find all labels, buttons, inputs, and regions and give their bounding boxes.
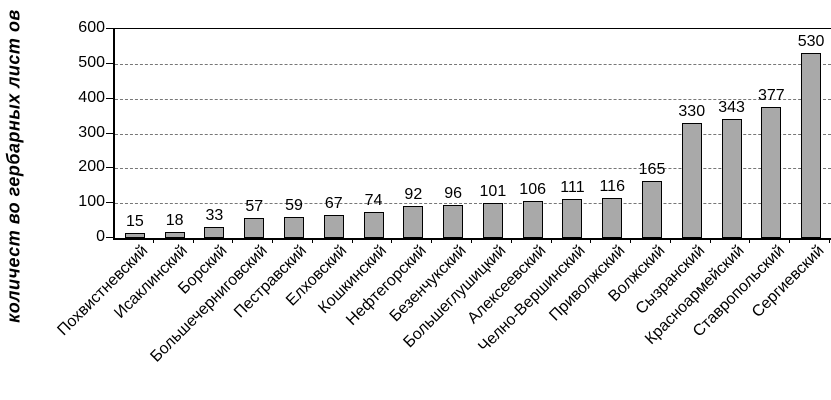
y-tick-label: 300 bbox=[78, 123, 105, 141]
bar-value-label: 165 bbox=[638, 160, 666, 178]
bar-value-label: 377 bbox=[757, 86, 785, 104]
x-tick bbox=[669, 238, 671, 243]
bar bbox=[204, 226, 225, 238]
x-category-label: Сергиевский bbox=[748, 242, 828, 321]
bar-value-label: 59 bbox=[285, 197, 303, 215]
y-tick bbox=[106, 202, 113, 204]
y-tick bbox=[106, 62, 113, 64]
x-tick bbox=[749, 238, 751, 243]
y-tick bbox=[106, 97, 113, 99]
y-tick-label: 100 bbox=[78, 193, 105, 211]
y-tick-label: 0 bbox=[96, 228, 105, 245]
bar bbox=[482, 202, 503, 238]
bar-value-label: 101 bbox=[479, 182, 507, 200]
bar bbox=[443, 204, 464, 238]
y-tick-label: 500 bbox=[78, 53, 105, 71]
gridline bbox=[115, 203, 831, 205]
bar bbox=[403, 205, 424, 238]
bar bbox=[801, 53, 822, 238]
bar-value-label: 33 bbox=[205, 206, 224, 224]
x-tick bbox=[431, 238, 433, 243]
x-tick bbox=[232, 238, 234, 243]
bar bbox=[363, 212, 384, 238]
x-tick bbox=[789, 238, 791, 243]
x-tick bbox=[391, 238, 393, 243]
gridline bbox=[115, 133, 831, 135]
x-tick bbox=[550, 238, 552, 243]
bar bbox=[522, 201, 543, 238]
x-tick bbox=[510, 238, 512, 243]
x-tick bbox=[630, 238, 632, 243]
gridline bbox=[115, 168, 831, 170]
x-tick bbox=[192, 238, 194, 243]
bar bbox=[562, 199, 583, 238]
gridline bbox=[115, 63, 831, 65]
bar-value-label: 74 bbox=[364, 192, 383, 210]
bar-value-label: 57 bbox=[245, 198, 264, 216]
bar bbox=[721, 118, 742, 238]
x-tick bbox=[471, 238, 472, 243]
bar-value-label: 330 bbox=[678, 103, 706, 121]
bar-value-label: 106 bbox=[519, 181, 546, 199]
bar-value-label: 343 bbox=[718, 98, 745, 116]
bar bbox=[761, 106, 782, 238]
bar-value-label: 15 bbox=[125, 212, 144, 230]
bar-value-label: 116 bbox=[599, 177, 625, 195]
bar-value-label: 111 bbox=[560, 179, 585, 197]
x-tick bbox=[311, 238, 313, 243]
y-axis-title: количест во гербарных лист ов bbox=[3, 9, 24, 323]
y-tick-label: 200 bbox=[78, 158, 105, 176]
x-tick bbox=[709, 238, 711, 243]
bar bbox=[164, 231, 185, 238]
y-tick bbox=[106, 28, 113, 29]
bar bbox=[124, 232, 145, 238]
bar-value-label: 92 bbox=[404, 185, 423, 203]
bar bbox=[284, 217, 304, 238]
y-tick bbox=[106, 132, 113, 134]
bar-value-label: 96 bbox=[444, 184, 462, 202]
y-tick-label: 400 bbox=[78, 88, 105, 106]
bar bbox=[642, 180, 662, 238]
x-tick bbox=[351, 238, 353, 243]
bar bbox=[323, 214, 344, 238]
y-tick bbox=[106, 167, 113, 169]
bar-value-label: 530 bbox=[797, 33, 825, 51]
bar bbox=[244, 218, 265, 238]
bar bbox=[602, 197, 623, 238]
bar-value-label: 67 bbox=[324, 194, 343, 212]
bar bbox=[681, 123, 702, 238]
x-tick bbox=[829, 238, 830, 243]
gridline bbox=[115, 98, 831, 100]
y-tick bbox=[106, 237, 113, 238]
plot-area: 15 18 33 57 59 67 74 92 96 101 106 111 116 165 330 343 3… bbox=[113, 28, 831, 240]
x-tick bbox=[152, 238, 154, 243]
y-tick-label: 600 bbox=[78, 19, 105, 36]
x-tick bbox=[590, 238, 592, 243]
bar-value-label: 18 bbox=[165, 211, 184, 229]
x-tick bbox=[272, 238, 274, 243]
